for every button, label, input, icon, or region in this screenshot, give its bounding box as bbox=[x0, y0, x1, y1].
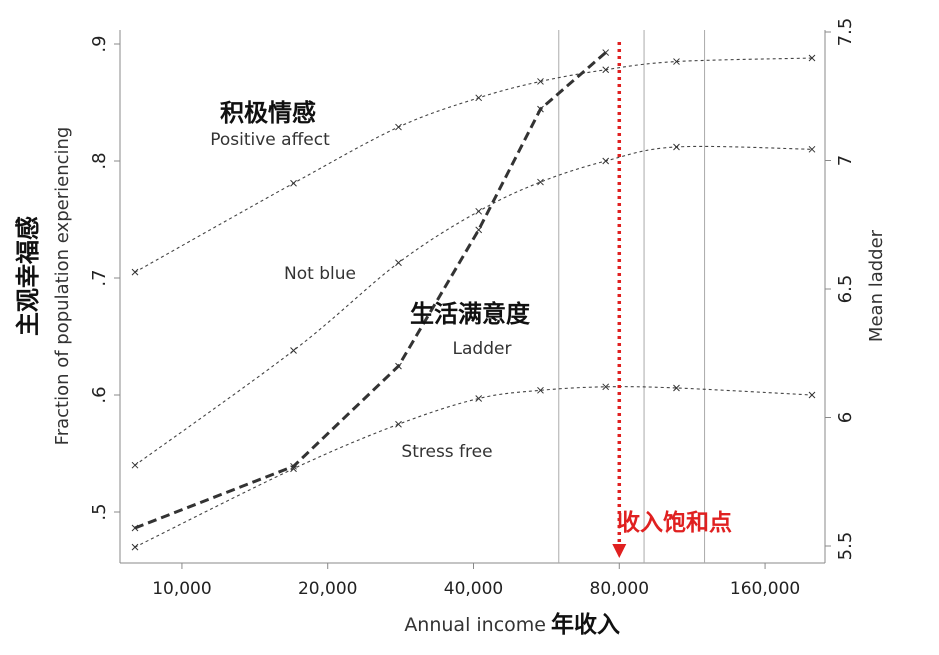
y-right-tick-label: 7 bbox=[835, 155, 856, 166]
annotation-saturation-point: 收入饱和点 bbox=[617, 509, 732, 536]
annotation-positive-affect-cn: 积极情感 bbox=[220, 99, 316, 127]
y-left-tick-label: .9 bbox=[89, 35, 110, 52]
data-point-ladder bbox=[602, 49, 610, 56]
x-axis-label-cn: 年收入 bbox=[551, 611, 620, 638]
series-line-ladder bbox=[134, 51, 607, 530]
data-point-positive-affect bbox=[808, 54, 816, 62]
data-point-not-blue bbox=[290, 347, 297, 354]
data-point-not-blue bbox=[131, 461, 139, 469]
x-tick-label: 20,000 bbox=[298, 579, 357, 599]
annotation-not-blue: Not blue bbox=[284, 264, 356, 284]
data-point-positive-affect bbox=[537, 78, 544, 85]
data-point-ladder bbox=[290, 462, 297, 470]
y-left-tick-label: .6 bbox=[89, 386, 110, 403]
annotation-positive-affect: Positive affect bbox=[210, 130, 330, 150]
data-point-positive-affect bbox=[673, 58, 680, 65]
data-point-ladder bbox=[131, 524, 139, 532]
x-tick-label: 10,000 bbox=[152, 579, 211, 599]
annotation-stress-free: Stress free bbox=[401, 442, 492, 462]
annotation-ladder-cn: 生活满意度 bbox=[410, 300, 531, 328]
data-point-stress-free bbox=[395, 420, 402, 428]
y-right-axis-label: Mean ladder bbox=[866, 229, 887, 342]
data-point-not-blue bbox=[808, 145, 816, 153]
y-left-axis-label-cn: 主观幸福感 bbox=[14, 216, 42, 336]
x-tick-label: 40,000 bbox=[444, 579, 503, 599]
data-point-not-blue bbox=[602, 157, 610, 165]
data-point-ladder bbox=[475, 226, 483, 234]
data-point-stress-free bbox=[673, 384, 680, 392]
data-point-ladder bbox=[395, 362, 402, 370]
y-right-tick-label: 5.5 bbox=[835, 532, 856, 561]
data-point-positive-affect bbox=[395, 123, 402, 131]
y-left-axis-label: Fraction of population experiencing bbox=[52, 127, 73, 446]
saturation-arrow-head bbox=[612, 544, 627, 558]
data-point-positive-affect bbox=[290, 179, 297, 187]
y-right-tick-label: 6.5 bbox=[835, 275, 856, 304]
data-point-not-blue bbox=[395, 259, 402, 267]
data-point-not-blue bbox=[537, 178, 544, 186]
x-tick-label: 160,000 bbox=[730, 579, 800, 599]
data-point-positive-affect bbox=[475, 94, 483, 102]
annotation-ladder: Ladder bbox=[453, 339, 512, 359]
data-point-positive-affect bbox=[602, 66, 610, 74]
data-point-not-blue bbox=[673, 143, 680, 151]
data-point-positive-affect bbox=[131, 268, 139, 276]
y-right-tick-label: 6 bbox=[835, 412, 856, 423]
y-left-tick-label: .7 bbox=[89, 269, 110, 286]
y-left-tick-label: .5 bbox=[89, 503, 110, 520]
series-line-positive-affect bbox=[134, 57, 813, 273]
x-tick-label: 80,000 bbox=[590, 579, 649, 599]
data-point-stress-free bbox=[808, 391, 816, 399]
data-point-stress-free bbox=[537, 386, 544, 394]
y-left-tick-label: .8 bbox=[89, 152, 110, 169]
data-point-not-blue bbox=[475, 207, 483, 215]
data-point-stress-free bbox=[131, 543, 139, 551]
data-point-ladder bbox=[537, 105, 544, 113]
y-right-tick-label: 7.5 bbox=[835, 18, 856, 47]
data-point-stress-free bbox=[475, 395, 483, 402]
x-axis-label: Annual income bbox=[404, 614, 546, 636]
data-point-stress-free bbox=[602, 383, 610, 391]
